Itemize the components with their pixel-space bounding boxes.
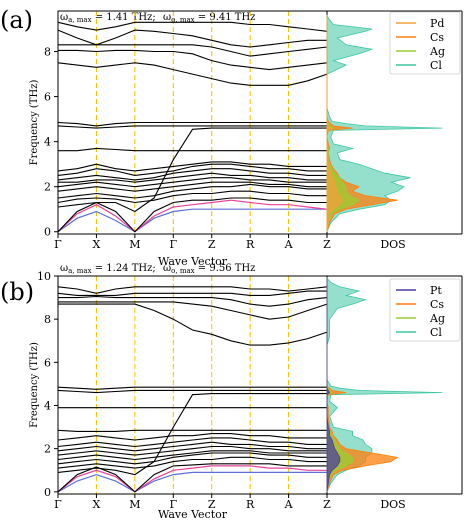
phonon-branch — [57, 177, 327, 188]
y-axis-label: Frequency (THz) — [29, 342, 40, 428]
dos-label: DOS — [380, 498, 405, 511]
phonon-branch — [58, 301, 328, 320]
phonon-branch — [57, 121, 327, 127]
x-axis-label: Wave Vector — [158, 255, 228, 268]
phonon-branch — [57, 393, 327, 476]
phonon-branch — [57, 190, 327, 204]
y-tick-label: 6 — [44, 91, 51, 104]
band-axes-frame — [57, 275, 328, 495]
phonon-branch — [57, 429, 327, 432]
x-tick-label: Γ — [169, 238, 177, 251]
legend-entry: Cs — [430, 298, 444, 311]
x-tick-label: R — [246, 238, 255, 251]
phonon-branch — [57, 163, 327, 176]
optical-max-annotation: ωo, max = 9.41 THz — [163, 12, 255, 24]
legend-entry: Pt — [430, 284, 442, 297]
legend-entry: Cl — [430, 326, 442, 339]
phonon-branch — [57, 441, 327, 452]
y-tick-label: 6 — [44, 356, 51, 369]
phonon-branch — [57, 433, 327, 441]
legend-entry: Pd — [430, 17, 444, 30]
x-tick-label: R — [246, 498, 255, 511]
dos-label: DOS — [380, 238, 405, 251]
acoustic-max-annotation: ωa, max = 1.24 THz; — [60, 263, 156, 275]
x-tick-label: Z — [208, 498, 216, 511]
y-tick-label: 8 — [44, 46, 51, 59]
y-tick-label: 8 — [44, 313, 51, 326]
phonon-branch — [57, 181, 327, 192]
phonon-branch — [57, 29, 327, 48]
y-tick-label: 4 — [44, 136, 51, 149]
phonon-branch — [57, 450, 327, 461]
panel-label: (a) — [0, 6, 33, 34]
phonon-branch — [58, 303, 328, 346]
phonon-branch — [57, 465, 327, 493]
x-axis-label: Wave Vector — [158, 508, 228, 521]
phonon-branch — [57, 437, 327, 448]
phonon-branch — [57, 471, 327, 493]
phonon-branch — [58, 172, 327, 183]
x-tick-label: Γ — [54, 498, 62, 511]
phonon-branch — [57, 208, 327, 233]
y-tick-label: 2 — [44, 181, 51, 194]
x-tick-label: X — [93, 498, 101, 511]
x-tick-label: Z — [323, 238, 331, 251]
dos-fill-pt — [326, 278, 341, 492]
phonon-branch — [57, 127, 327, 213]
legend-box — [389, 278, 461, 342]
x-tick-label: Z — [323, 498, 331, 511]
phonon-branch — [57, 445, 327, 456]
x-tick-label: Γ — [169, 498, 177, 511]
phonon-branch — [57, 463, 327, 493]
phonon-branch — [57, 62, 328, 86]
x-tick-label: A — [284, 238, 294, 251]
legend-entry: Cs — [430, 31, 444, 44]
optical-max-annotation: ωo, max = 9.56 THz — [163, 263, 255, 275]
phonon-branch — [57, 161, 327, 172]
dos-fill-pd — [326, 15, 343, 232]
x-tick-label: M — [129, 498, 140, 511]
x-tick-label: M — [129, 238, 140, 251]
panel-a: (a) ωa, max = 1.41 THz; ωo, max = 9.41 THz… — [0, 6, 463, 268]
legend-entry: Ag — [429, 312, 445, 325]
phonon-branch — [57, 389, 327, 394]
phonon-branch — [57, 183, 327, 199]
legend-box — [389, 11, 461, 75]
phonon-branch — [57, 452, 327, 465]
x-tick-label: Γ — [54, 238, 62, 251]
x-tick-label: A — [284, 498, 294, 511]
phonon-branch — [57, 168, 327, 181]
y-tick-label: 10 — [37, 270, 51, 283]
phonon-branch — [57, 456, 327, 469]
dos-fill-cl — [326, 14, 443, 232]
legend-entry: Ag — [429, 45, 445, 58]
phonon-branch — [57, 386, 327, 390]
y-tick-label: 2 — [44, 443, 51, 456]
phonon-branch — [57, 290, 327, 296]
y-tick-label: 0 — [44, 486, 51, 499]
x-tick-label: X — [93, 238, 101, 251]
phonon-branch — [58, 44, 328, 57]
panel-label: (b) — [0, 278, 34, 306]
x-tick-label: Z — [208, 238, 216, 251]
legend-entry: Cl — [430, 59, 442, 72]
y-tick-label: 0 — [44, 226, 51, 239]
phonon-branch — [58, 295, 328, 307]
acoustic-max-annotation: ωa, max = 1.41 THz; — [60, 12, 156, 24]
panel-b: (b) ωa, max = 1.24 THz; ωo, max = 9.56 THz… — [0, 263, 463, 521]
phonon-branch — [57, 21, 328, 32]
phonon-branch — [57, 125, 327, 129]
phonon-branch — [57, 197, 327, 233]
phonon-branch — [58, 147, 327, 152]
phonon-branch — [58, 49, 328, 71]
y-axis-label: Frequency (THz) — [29, 80, 40, 166]
y-tick-label: 4 — [44, 400, 51, 413]
phonon-branch — [57, 199, 328, 233]
phonon-branch — [57, 286, 328, 294]
